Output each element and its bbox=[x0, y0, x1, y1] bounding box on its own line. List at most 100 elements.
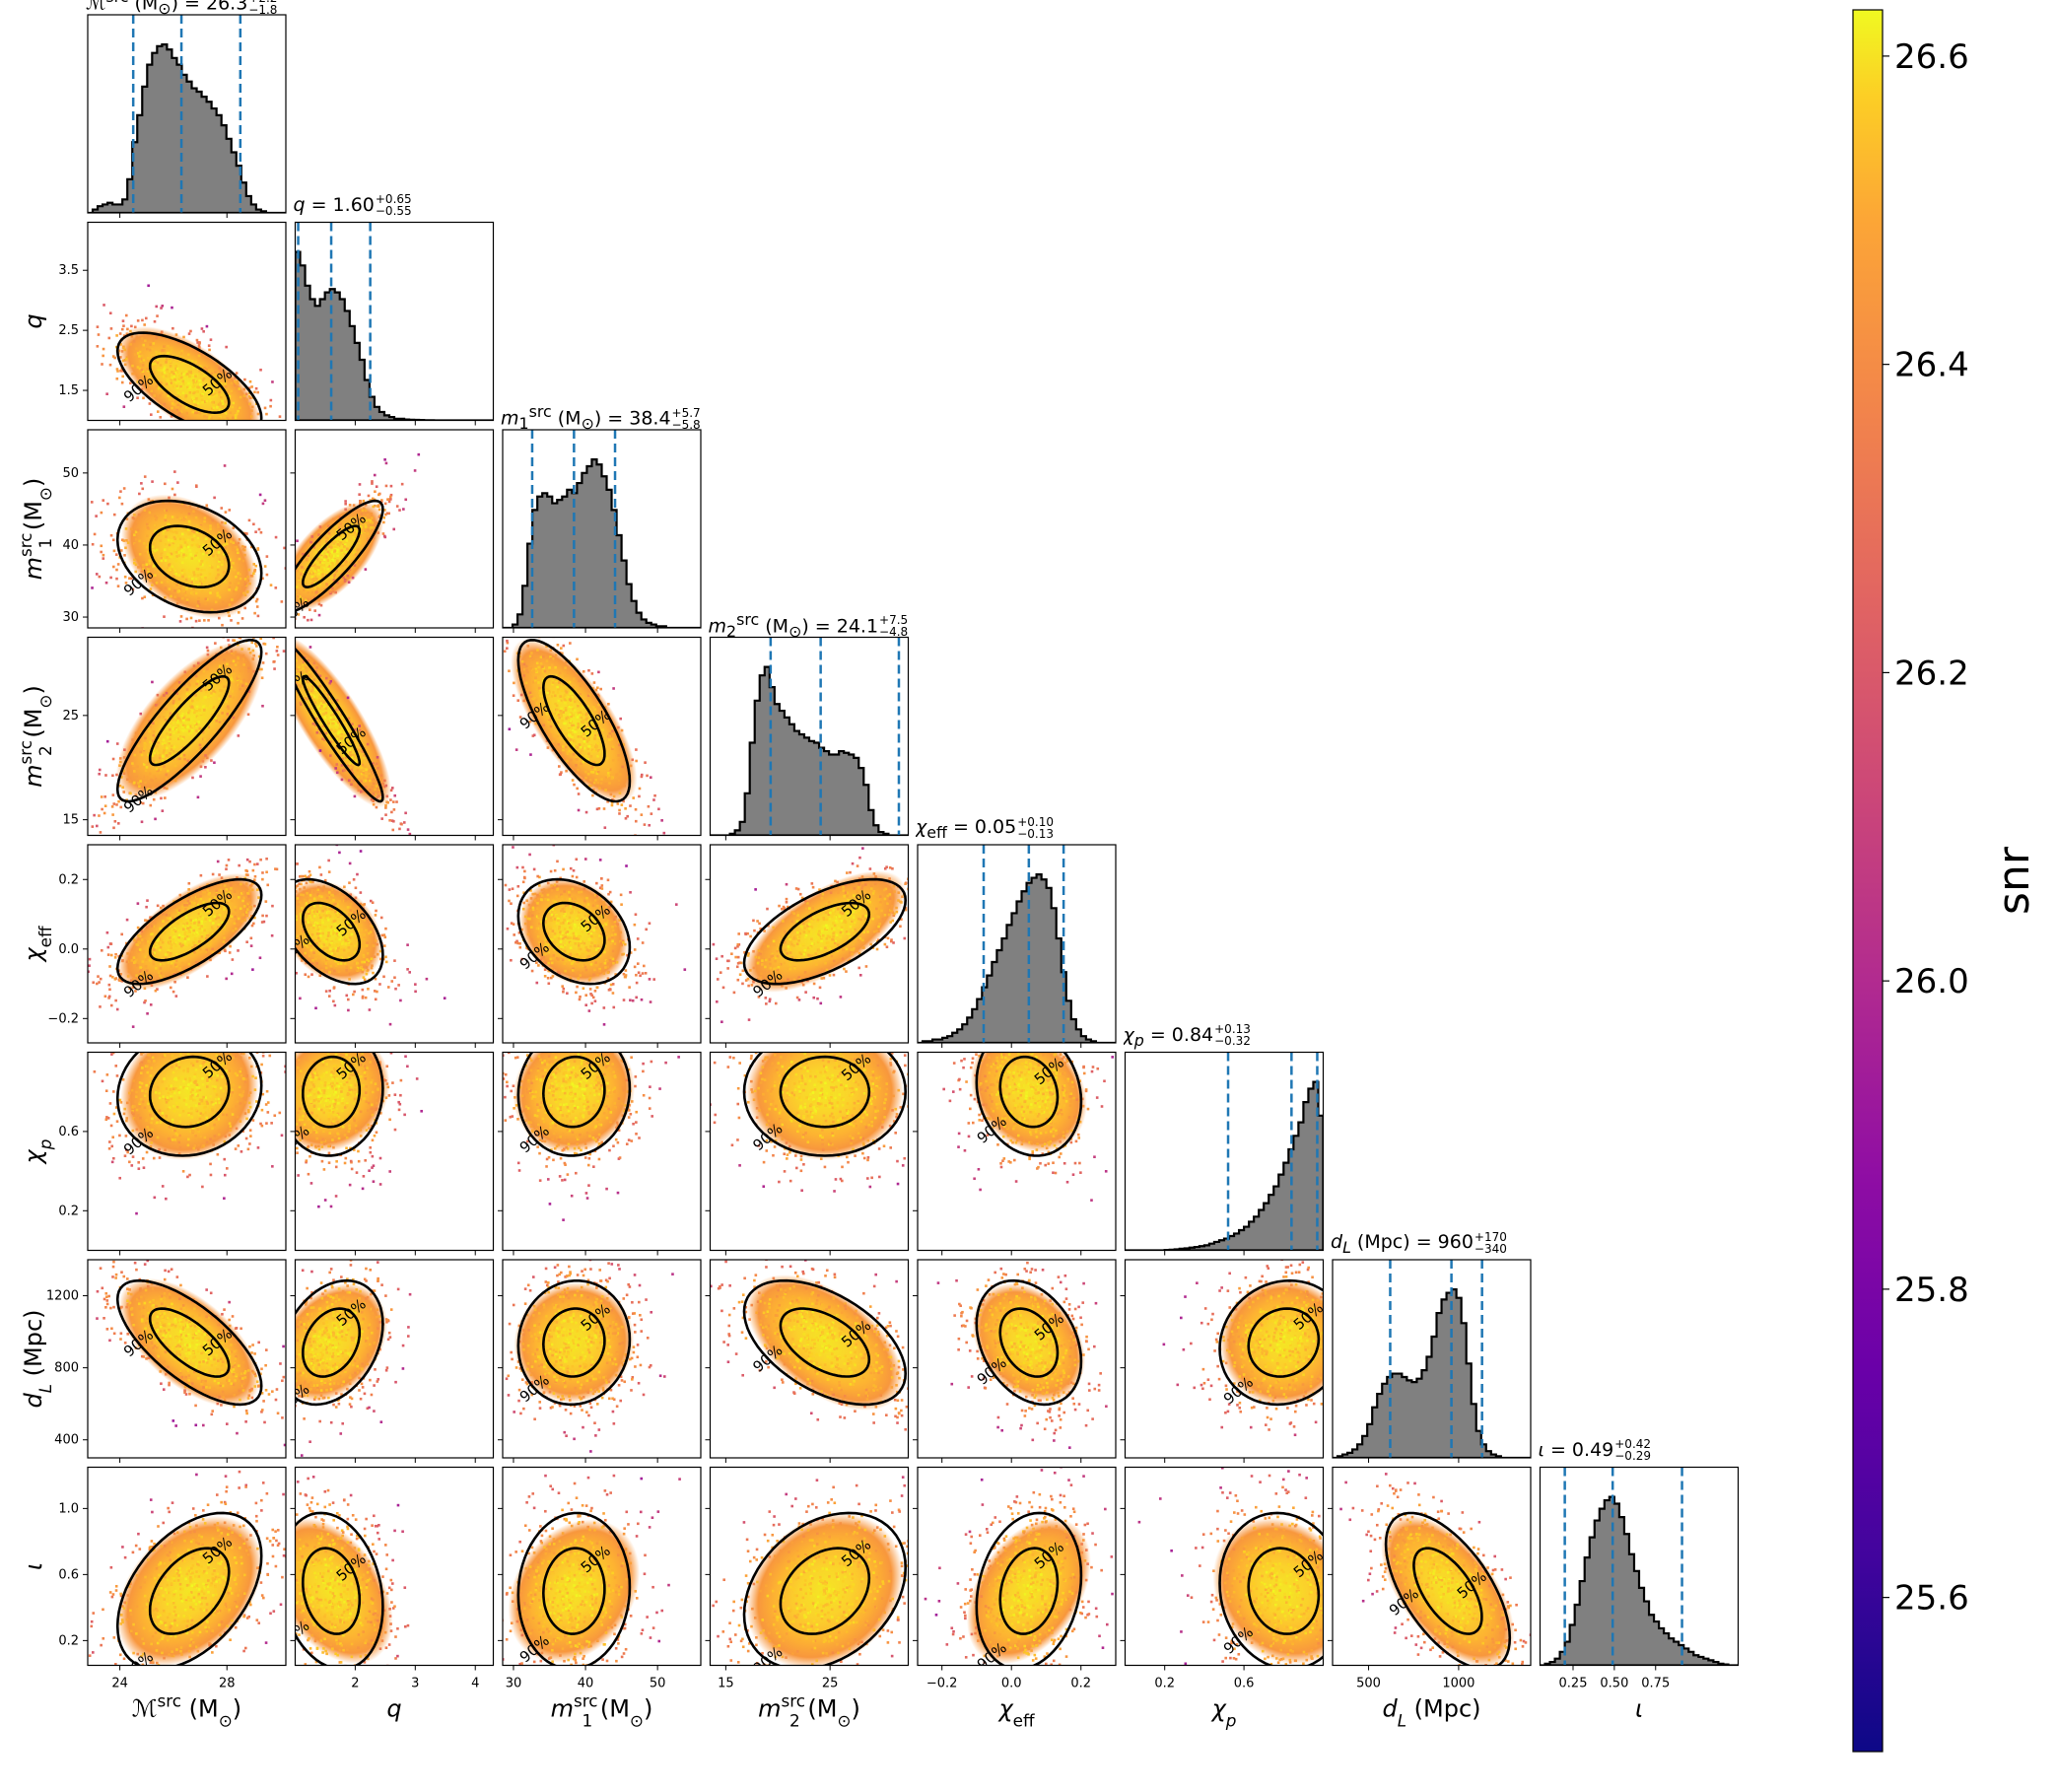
sample-point bbox=[198, 379, 201, 382]
y-tick-label: 40 bbox=[62, 538, 79, 553]
sample-point bbox=[177, 351, 181, 355]
sample-point bbox=[154, 515, 157, 517]
sample-point bbox=[273, 633, 276, 636]
sample-point bbox=[296, 539, 299, 543]
sample-point bbox=[175, 717, 179, 720]
sample-point bbox=[225, 376, 228, 379]
sample-point bbox=[272, 660, 275, 663]
sample-point bbox=[354, 728, 357, 731]
sample-point bbox=[197, 729, 200, 732]
sample-point bbox=[180, 502, 184, 506]
sample-point bbox=[198, 743, 202, 747]
sample-point bbox=[198, 619, 201, 622]
sample-point bbox=[172, 689, 175, 692]
sample-point bbox=[302, 863, 305, 866]
sample-point bbox=[177, 437, 180, 440]
sample-point bbox=[343, 532, 347, 535]
sample-point bbox=[359, 850, 363, 853]
sample-point bbox=[181, 712, 184, 716]
sample-point bbox=[178, 407, 181, 411]
sample-point bbox=[242, 591, 245, 595]
sample-point bbox=[596, 686, 599, 690]
sample-point bbox=[243, 582, 247, 585]
sample-point bbox=[168, 553, 171, 557]
sample-point bbox=[360, 525, 363, 529]
contour-90 bbox=[115, 499, 263, 614]
sample-point bbox=[328, 740, 332, 744]
sample-point bbox=[578, 751, 582, 754]
sample-point bbox=[609, 793, 613, 796]
sample-point bbox=[321, 698, 325, 702]
sample-point bbox=[585, 705, 589, 709]
sample-point bbox=[196, 895, 199, 898]
sample-point bbox=[174, 944, 177, 948]
sample-point bbox=[310, 565, 313, 568]
sample-point bbox=[532, 669, 535, 673]
sample-point bbox=[601, 720, 605, 724]
sample-point bbox=[311, 578, 315, 581]
sample-point bbox=[143, 541, 146, 545]
sample-point bbox=[208, 388, 212, 392]
sample-point bbox=[283, 643, 286, 646]
sample-point bbox=[221, 682, 224, 685]
sample-point bbox=[303, 570, 306, 574]
sample-point bbox=[162, 368, 166, 372]
sample-point bbox=[235, 587, 238, 591]
sample-point bbox=[216, 539, 219, 542]
sample-point bbox=[611, 726, 614, 729]
sample-point bbox=[533, 679, 537, 683]
sample-point bbox=[205, 756, 209, 760]
sample-point bbox=[406, 828, 410, 831]
sample-point bbox=[247, 666, 250, 670]
sample-point bbox=[133, 938, 136, 942]
sample-point bbox=[328, 559, 331, 563]
sample-point bbox=[374, 775, 377, 779]
sample-point bbox=[139, 800, 143, 804]
sample-point bbox=[366, 946, 369, 950]
sample-point bbox=[170, 346, 173, 350]
sample-point bbox=[324, 731, 328, 735]
sample-point bbox=[133, 325, 137, 329]
sample-point bbox=[595, 807, 599, 811]
sample-point bbox=[152, 372, 156, 376]
sample-point bbox=[123, 348, 127, 352]
sample-point bbox=[295, 595, 297, 599]
sample-point bbox=[273, 608, 276, 611]
sample-point bbox=[191, 724, 194, 727]
sample-point bbox=[231, 548, 235, 552]
sample-point bbox=[251, 621, 254, 624]
sample-point bbox=[626, 814, 629, 818]
sample-point bbox=[295, 674, 298, 677]
sample-point bbox=[158, 756, 162, 760]
sample-point bbox=[171, 917, 174, 920]
sample-point bbox=[171, 403, 174, 407]
sample-point bbox=[383, 779, 386, 783]
sample-point bbox=[275, 925, 278, 928]
sample-point bbox=[346, 574, 350, 578]
sample-point bbox=[210, 416, 213, 420]
sample-point bbox=[318, 749, 322, 752]
sample-point bbox=[187, 962, 191, 966]
sample-point bbox=[189, 922, 193, 925]
sample-point bbox=[83, 791, 86, 793]
sample-point bbox=[103, 811, 106, 815]
sample-point bbox=[605, 757, 609, 760]
sample-point bbox=[378, 792, 381, 795]
sample-point bbox=[352, 547, 356, 551]
sample-point bbox=[312, 667, 315, 670]
sample-point bbox=[196, 925, 200, 929]
sample-point bbox=[196, 574, 200, 577]
sample-point bbox=[345, 539, 349, 542]
sample-point bbox=[171, 371, 173, 374]
sample-point bbox=[143, 938, 147, 942]
sample-point bbox=[218, 531, 221, 534]
sample-point bbox=[621, 765, 624, 769]
sample-point bbox=[319, 711, 322, 714]
sample-point bbox=[187, 532, 190, 536]
sample-point bbox=[276, 589, 279, 592]
sample-point bbox=[565, 660, 568, 664]
sample-point bbox=[186, 725, 189, 728]
sample-point bbox=[205, 415, 208, 419]
sample-point bbox=[320, 713, 324, 717]
sample-point bbox=[207, 725, 211, 729]
